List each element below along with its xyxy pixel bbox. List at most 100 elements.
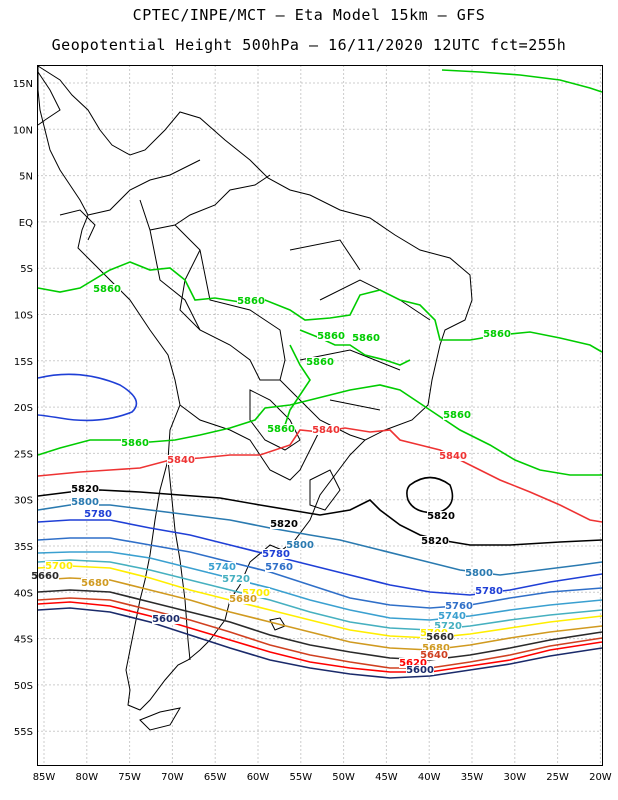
lat-tick-label: 20S (14, 403, 33, 414)
contour-label-background (421, 536, 449, 546)
lat-lon-grid (37, 65, 603, 766)
bolivia-border (179, 249, 280, 381)
contour-label: 5840 (439, 451, 467, 462)
south-america-coastline (37, 65, 473, 711)
argentina-border (179, 404, 321, 481)
lon-tick-label: 60W (247, 772, 270, 783)
contour-label-background (222, 574, 250, 584)
contour-5660 (37, 589, 603, 661)
contour-label-background (406, 665, 434, 675)
contour-5840 (37, 427, 603, 523)
contour-label-background (475, 586, 503, 596)
contour-label-background (93, 284, 121, 294)
lon-tick-label: 50W (332, 772, 355, 783)
contour-label-background (439, 451, 467, 461)
map-title-line1: CPTEC/INPE/MCT – Eta Model 15km – GFS (132, 6, 486, 24)
contour-label-background (445, 601, 473, 611)
contour-label-background (152, 614, 180, 624)
contour-5720 (37, 559, 603, 631)
contour-label: 5820 (270, 519, 298, 530)
contour-5640 (37, 597, 603, 669)
contour-label: 5620 (399, 658, 427, 669)
contour-label-background (399, 658, 427, 668)
map-frame (37, 65, 603, 766)
tierra-del-fuego (139, 707, 181, 731)
contour-label-background (352, 333, 380, 343)
contour-label: 5720 (222, 574, 250, 585)
lon-tick-label: 30W (503, 772, 526, 783)
contour-label-background (84, 509, 112, 519)
lat-tick-label: EQ (19, 218, 33, 229)
lon-tick-label: 65W (204, 772, 227, 783)
contour-label: 5660 (426, 632, 454, 643)
contour-label-background (31, 571, 59, 581)
contour-label: 5680 (81, 578, 109, 589)
lat-tick-label: 25S (14, 449, 33, 460)
lat-tick-label: 10N (13, 125, 33, 136)
contour-label: 5760 (265, 562, 293, 573)
lon-tick-label: 70W (161, 772, 184, 783)
contour-label: 5640 (420, 650, 448, 661)
contour-label-background (312, 425, 340, 435)
lat-tick-label: 10S (14, 311, 33, 322)
contour-label: 5700 (242, 588, 270, 599)
contour-label: 5800 (286, 540, 314, 551)
contour-label: 5600 (406, 665, 434, 676)
lon-tick-label: 25W (546, 772, 569, 783)
contour-label: 5680 (229, 594, 257, 605)
lon-tick-label: 55W (289, 772, 312, 783)
lat-tick-label: 15S (14, 357, 33, 368)
contour-5700 (37, 565, 603, 639)
paraguay-border (249, 389, 301, 451)
contour-label-background (483, 329, 511, 339)
contour-5800 (37, 504, 603, 576)
contour-label: 5680 (422, 643, 450, 654)
lat-tick-label: 5N (19, 172, 33, 183)
contour-label: 5840 (312, 425, 340, 436)
contour-label: 5700 (45, 561, 73, 572)
contour-label-background (438, 611, 466, 621)
contour-label-background (465, 568, 493, 578)
uruguay-border (309, 469, 341, 511)
contour-label-background (426, 632, 454, 642)
lon-tick-label: 85W (33, 772, 56, 783)
contour-label-background (286, 540, 314, 550)
contour-label-background (208, 562, 236, 572)
contour-label-background (270, 519, 298, 529)
contour-label-background (427, 511, 455, 521)
contour-label: 5860 (317, 331, 345, 342)
contour-label: 5860 (237, 296, 265, 307)
lon-tick-label: 45W (375, 772, 398, 783)
brazil-states (289, 239, 431, 411)
lon-tick-label: 40W (418, 772, 441, 783)
contour-label-background (229, 594, 257, 604)
contour-5860-north (441, 69, 603, 93)
lat-tick-label: 40S (14, 588, 33, 599)
contour-label: 5820 (71, 484, 99, 495)
lon-tick-label: 35W (461, 772, 484, 783)
contour-label-background (306, 357, 334, 367)
contour-label: 5740 (208, 562, 236, 573)
contour-5620 (37, 601, 603, 673)
contour-5680 (37, 577, 603, 651)
lat-tick-label: 55S (14, 727, 33, 738)
lat-tick-label: 30S (14, 496, 33, 507)
lat-tick-label: 5S (20, 264, 33, 275)
contour-5860-mid (284, 344, 311, 426)
map-title-line2: Geopotential Height 500hPa – 16/11/2020 … (51, 36, 567, 54)
contour-label: 5740 (438, 611, 466, 622)
brazil-north-border (174, 174, 271, 226)
lon-tick-label: 80W (75, 772, 98, 783)
contour-label: 5800 (71, 497, 99, 508)
contour-label-background (420, 650, 448, 660)
lon-tick-label: 20W (589, 772, 612, 783)
contour-5740 (37, 551, 603, 621)
contour-label: 5860 (352, 333, 380, 344)
chile-border (167, 459, 191, 661)
contour-label: 5860 (121, 438, 149, 449)
colombia-venezuela-border (87, 159, 201, 216)
contour-label: 5820 (427, 511, 455, 522)
contour-label-background (237, 296, 265, 306)
contour-5760 (37, 537, 603, 609)
contour-label-background (71, 497, 99, 507)
